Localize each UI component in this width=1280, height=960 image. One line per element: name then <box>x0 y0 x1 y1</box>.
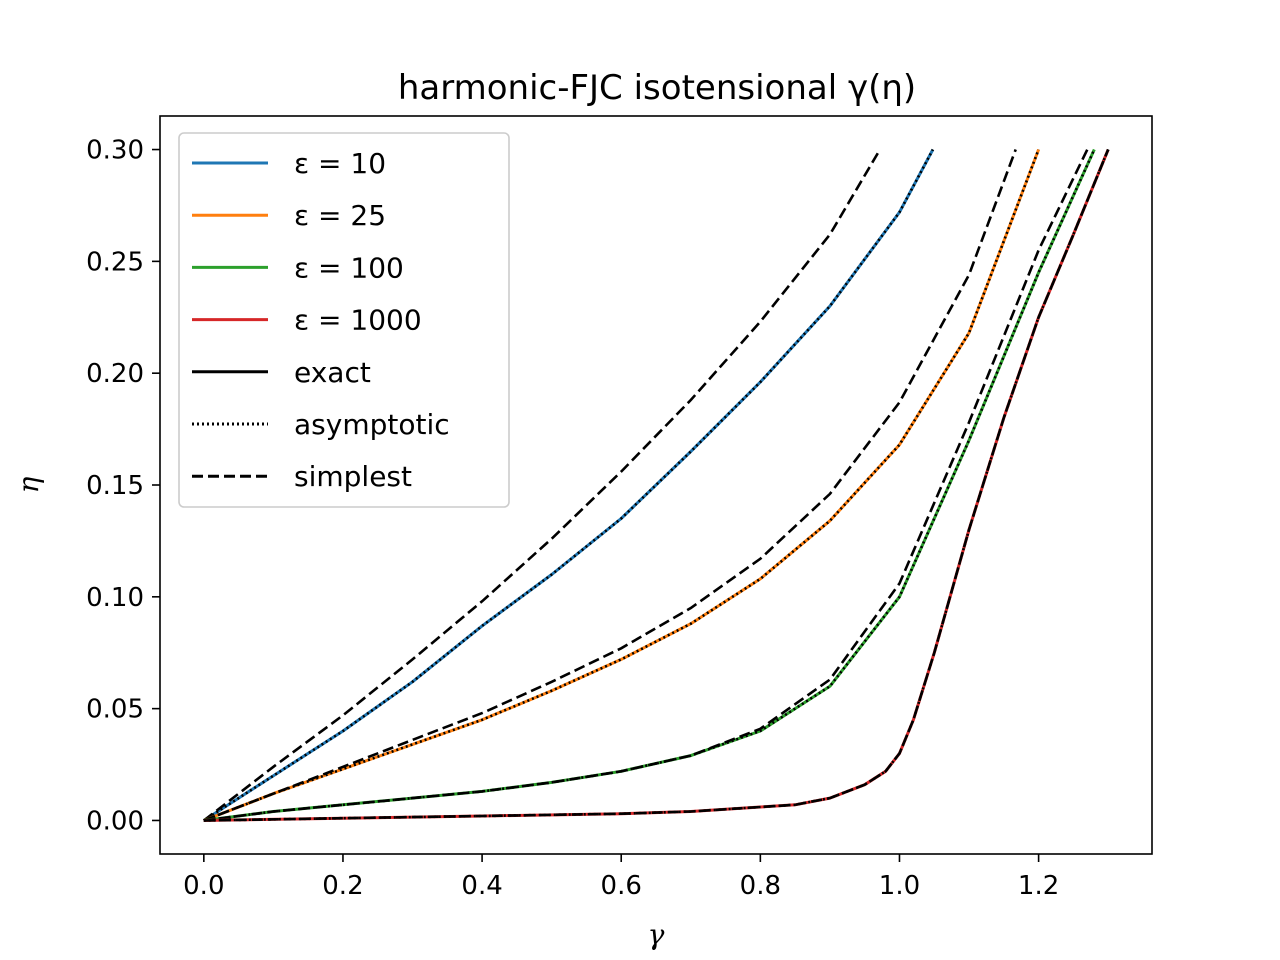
x-tick-label: 0.0 <box>183 871 224 901</box>
series-eps-1000-simplest <box>203 149 1110 822</box>
x-tick-label: 1.2 <box>1018 871 1059 901</box>
legend-label: ε = 25 <box>294 199 386 232</box>
y-tick-label: 0.05 <box>86 695 144 725</box>
y-tick-label: 0.00 <box>86 806 144 836</box>
x-tick-label: 1.0 <box>879 871 920 901</box>
legend-label: exact <box>294 356 371 389</box>
y-tick-label: 0.25 <box>86 247 144 277</box>
legend-label: asymptotic <box>294 408 450 441</box>
y-axis: 0.00 0.05 0.10 0.15 0.20 0.25 0.30 <box>86 136 160 836</box>
x-tick-label: 0.6 <box>601 871 642 901</box>
y-tick-label: 0.10 <box>86 583 144 613</box>
legend-box <box>178 132 510 508</box>
series-eps-25-simplest <box>203 149 1017 822</box>
x-tick-label: 0.4 <box>461 871 502 901</box>
chart-title: harmonic-FJC isotensional γ(η) <box>398 68 916 108</box>
series-eps-25-exact <box>203 148 1041 822</box>
series-eps-100-simplest <box>203 148 1089 822</box>
legend-label: simplest <box>294 460 412 493</box>
x-axis-label: γ <box>648 918 665 951</box>
x-axis: 0.0 0.2 0.4 0.6 0.8 1.0 1.2 <box>183 854 1059 901</box>
legend-label: ε = 10 <box>294 147 386 180</box>
y-axis-label: η <box>12 476 45 493</box>
x-tick-label: 0.8 <box>740 871 781 901</box>
y-tick-label: 0.30 <box>86 136 144 166</box>
y-tick-label: 0.20 <box>86 359 144 389</box>
x-tick-label: 0.2 <box>322 871 363 901</box>
legend-label: ε = 1000 <box>294 304 422 337</box>
legend-label: ε = 100 <box>294 251 404 284</box>
y-tick-label: 0.15 <box>86 471 144 501</box>
legend: ε = 10 ε = 25 ε = 100 ε = 1000 exact asymptot… <box>178 132 510 508</box>
series-eps-10-simplest <box>203 148 882 822</box>
series-eps-10-asymptotic <box>203 148 935 822</box>
